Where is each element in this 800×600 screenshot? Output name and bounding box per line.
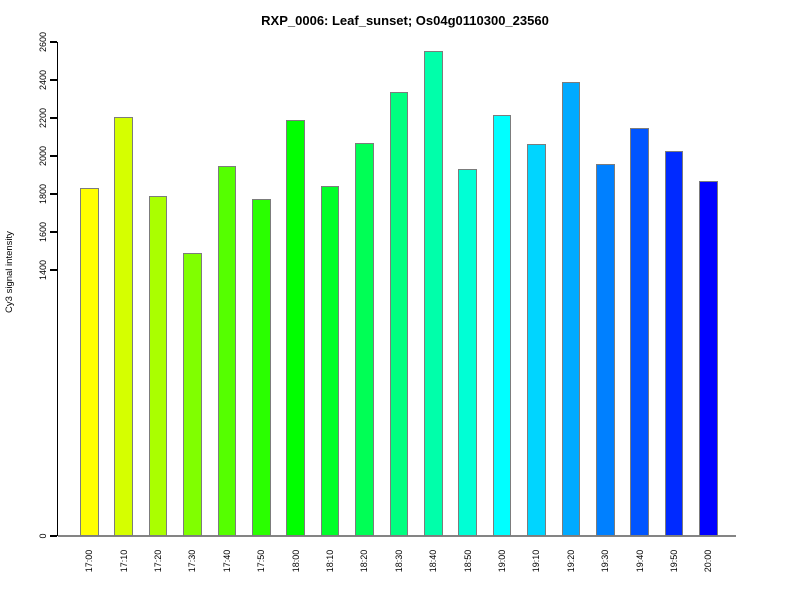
chart-title: RXP_0006: Leaf_sunset; Os04g0110300_2356… (261, 13, 549, 28)
bar-17:10 (114, 117, 133, 536)
x-axis-tick-label: 18:10 (325, 549, 336, 573)
x-axis-tick-label: 17:40 (221, 549, 232, 573)
bar-19:50 (664, 151, 684, 536)
bar-17:40 (217, 165, 237, 536)
x-axis-tick-label: 19:10 (531, 549, 542, 573)
bar-18:50 (458, 169, 477, 536)
bar-19:30 (596, 163, 615, 536)
bar-19:00 (492, 115, 512, 536)
bar-19:10 (527, 143, 546, 536)
y-axis-tick (50, 79, 57, 81)
y-axis-tick (50, 535, 57, 537)
bar-18:40 (424, 50, 443, 536)
x-axis-tick-label: 18:00 (290, 549, 301, 573)
bar-18:20 (355, 142, 374, 536)
x-axis-tick-label: 19:00 (497, 549, 508, 573)
bar-18:00 (286, 119, 305, 536)
y-axis-tick-label: 2600 (38, 31, 48, 53)
y-axis-label: Cy3 signal intensity (4, 231, 15, 313)
y-axis-tick (50, 155, 57, 157)
bar-17:00 (80, 188, 99, 536)
x-axis-tick-label: 19:50 (669, 549, 680, 573)
x-axis-tick-label: 17:50 (256, 549, 267, 573)
bar-17:30 (183, 252, 202, 536)
y-axis-tick (50, 41, 57, 43)
x-axis-tick-label: 18:30 (393, 549, 404, 573)
bar-18:30 (389, 92, 409, 536)
y-axis-tick-label: 0 (38, 533, 48, 539)
x-axis-tick-label: 20:00 (703, 549, 714, 573)
y-axis-tick (50, 269, 57, 271)
y-axis-tick (50, 193, 57, 195)
bar-19:40 (630, 128, 649, 536)
x-axis-tick-label: 17:00 (84, 549, 95, 573)
x-axis-tick-label: 18:50 (462, 549, 473, 573)
y-axis-tick (50, 117, 57, 119)
x-axis-tick-label: 19:20 (565, 549, 576, 573)
bar-17:50 (252, 198, 271, 536)
x-axis-tick-label: 18:40 (428, 549, 439, 573)
bar-17:20 (148, 195, 168, 536)
y-axis-tick (50, 231, 57, 233)
bar-18:10 (320, 186, 340, 536)
x-axis-tick-label: 19:30 (600, 549, 611, 573)
x-axis-tick-label: 18:20 (359, 549, 370, 573)
x-axis-tick-label: 17:30 (187, 549, 198, 573)
y-axis-line (57, 42, 59, 536)
x-axis-baseline (58, 535, 736, 537)
x-axis-tick-label: 17:20 (153, 549, 164, 573)
x-axis-tick-label: 19:40 (634, 549, 645, 573)
bar-20:00 (699, 180, 718, 536)
bar-19:20 (561, 81, 581, 536)
x-axis-tick-label: 17:10 (118, 549, 129, 573)
